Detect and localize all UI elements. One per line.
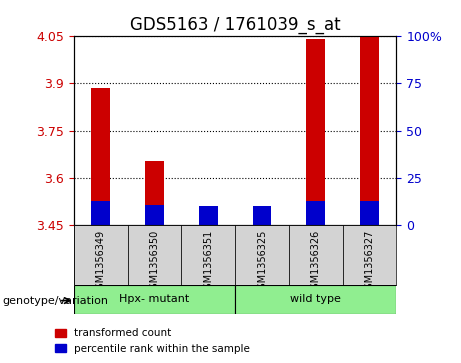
Bar [360,36,379,225]
Text: Hpx- mutant: Hpx- mutant [119,294,189,305]
Text: GSM1356351: GSM1356351 [203,230,213,295]
Bar [128,225,181,285]
Bar [289,225,343,285]
Text: GSM1356350: GSM1356350 [149,230,160,295]
Bar [181,225,235,285]
Text: GSM1356325: GSM1356325 [257,230,267,295]
Text: wild type: wild type [290,294,341,305]
Bar [307,40,325,225]
Legend: transformed count, percentile rank within the sample: transformed count, percentile rank withi… [51,324,254,358]
Bar [235,225,289,285]
Bar [253,206,272,225]
Bar [74,225,128,285]
Bar [91,201,110,225]
Bar [235,285,396,314]
Bar [199,206,218,225]
Bar [145,205,164,225]
Bar [145,160,164,225]
Bar [253,220,272,225]
Text: GSM1356326: GSM1356326 [311,230,321,295]
Text: GSM1356349: GSM1356349 [95,230,106,295]
Bar [343,225,396,285]
Bar [74,285,235,314]
Text: GSM1356327: GSM1356327 [365,230,375,295]
Title: GDS5163 / 1761039_s_at: GDS5163 / 1761039_s_at [130,16,340,34]
Bar [91,88,110,225]
Bar [307,201,325,225]
Bar [360,201,379,225]
Text: genotype/variation: genotype/variation [2,296,108,306]
Bar [199,220,218,225]
